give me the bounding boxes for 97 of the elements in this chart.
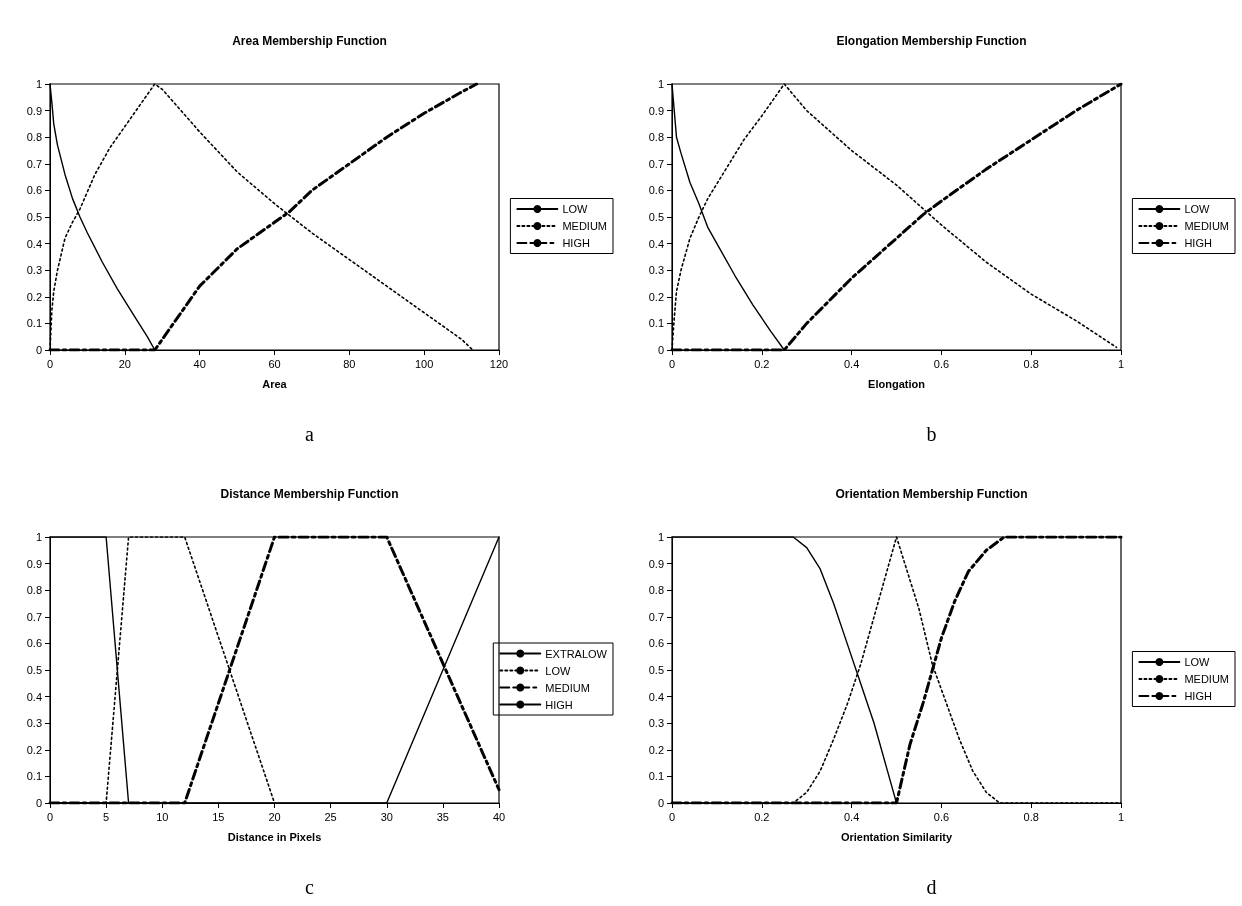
x-axis-title: Orientation Similarity — [840, 830, 953, 843]
y-tick-label: 0.7 — [648, 610, 664, 623]
x-tick-label: 1 — [1117, 810, 1125, 823]
y-tick-label: 0.3 — [26, 717, 42, 730]
chart-title: Elongation Membership Function — [836, 34, 1027, 48]
x-tick-label: 35 — [436, 810, 449, 823]
legend-label: HIGH — [545, 698, 573, 711]
y-tick-label: 0.3 — [648, 717, 664, 730]
x-tick-label: 80 — [343, 357, 356, 370]
legend-label: LOW — [1184, 203, 1211, 215]
y-tick-label: 1 — [35, 78, 42, 90]
y-tick-label: 0.9 — [26, 104, 42, 117]
legend-label: HIGH — [562, 237, 590, 249]
y-tick-label: 0.4 — [648, 237, 664, 250]
y-tick-label: 0.6 — [26, 637, 42, 650]
y-tick-label: 0.2 — [26, 290, 42, 303]
y-tick-label: 0.1 — [648, 770, 664, 783]
y-tick-label: 0.7 — [648, 157, 664, 170]
legend-label: MEDIUM — [1184, 673, 1229, 685]
legend-label: MEDIUM — [1184, 220, 1229, 232]
x-tick-label: 60 — [268, 357, 281, 370]
y-tick-label: 0.7 — [26, 610, 42, 623]
y-tick-label: 0.1 — [26, 770, 42, 783]
x-tick-label: 10 — [156, 810, 169, 823]
y-tick-label: 0 — [35, 344, 42, 356]
x-tick-label: 0.4 — [843, 357, 860, 370]
x-tick-label: 0.6 — [933, 357, 950, 370]
x-tick-label: 0.6 — [933, 810, 950, 823]
x-tick-label: 120 — [489, 357, 509, 370]
x-tick-label: 0.8 — [1023, 810, 1039, 823]
y-tick-label: 0.5 — [648, 664, 664, 676]
y-tick-label: 0.6 — [26, 184, 42, 197]
y-tick-label: 0.5 — [26, 211, 42, 223]
y-tick-label: 0.8 — [26, 584, 42, 597]
x-axis-title: Elongation — [868, 377, 926, 390]
x-tick-label: 20 — [118, 357, 131, 370]
y-tick-label: 0.7 — [26, 157, 42, 170]
y-tick-label: 0.4 — [26, 237, 42, 250]
x-tick-label: 40 — [492, 810, 506, 823]
x-tick-label: 40 — [193, 357, 206, 370]
text: b — [926, 423, 937, 445]
chart-title: Distance Membership Function — [220, 487, 399, 501]
y-tick-label: 0 — [35, 797, 42, 809]
x-tick-label: 0 — [46, 357, 54, 370]
y-tick-label: 0.5 — [648, 211, 664, 223]
y-tick-label: 0.6 — [648, 637, 664, 650]
legend-label: LOW — [562, 203, 589, 215]
x-tick-label: 1 — [1117, 357, 1125, 370]
y-tick-label: 0.4 — [26, 690, 42, 703]
x-tick-label: 0.2 — [754, 357, 770, 370]
y-tick-label: 0 — [657, 344, 664, 356]
legend-label: MEDIUM — [562, 220, 607, 232]
y-tick-label: 0.2 — [648, 743, 664, 756]
legend-label: HIGH — [1184, 690, 1212, 702]
y-tick-label: 0.6 — [648, 184, 664, 197]
y-tick-label: 1 — [657, 531, 664, 543]
x-tick-label: 20 — [268, 810, 281, 823]
y-tick-label: 0.1 — [26, 317, 42, 330]
y-tick-label: 1 — [35, 531, 42, 543]
x-tick-label: 0.4 — [843, 810, 860, 823]
y-tick-label: 0.5 — [26, 664, 42, 676]
y-tick-label: 0.2 — [26, 743, 42, 756]
legend-label: EXTRALOW — [545, 647, 608, 660]
y-tick-label: 0 — [657, 797, 664, 809]
x-tick-label: 0 — [668, 810, 676, 823]
x-axis-title: Distance in Pixels — [227, 830, 322, 843]
y-tick-label: 0.3 — [26, 264, 42, 277]
x-tick-label: 0 — [668, 357, 676, 370]
x-tick-label: 30 — [380, 810, 393, 823]
y-tick-label: 0.9 — [648, 557, 664, 570]
chart-title: Orientation Membership Function — [835, 487, 1028, 501]
y-tick-label: 0.2 — [648, 290, 664, 303]
y-tick-label: 0.8 — [648, 584, 664, 597]
text: d — [926, 876, 937, 898]
legend-label: LOW — [1184, 656, 1211, 668]
y-tick-label: 0.4 — [648, 690, 664, 703]
y-tick-label: 0.8 — [648, 131, 664, 144]
text: c — [305, 876, 315, 898]
x-tick-label: 0.8 — [1023, 357, 1039, 370]
legend-label: MEDIUM — [545, 681, 590, 694]
x-tick-label: 15 — [212, 810, 225, 823]
y-tick-label: 0.3 — [648, 264, 664, 277]
y-tick-label: 0.8 — [26, 131, 42, 144]
y-tick-label: 0.1 — [648, 317, 664, 330]
legend-label: HIGH — [1184, 237, 1212, 249]
legend-label: LOW — [545, 664, 571, 677]
y-tick-label: 0.9 — [648, 104, 664, 117]
y-tick-label: 0.9 — [26, 557, 42, 570]
x-tick-label: 100 — [414, 357, 434, 370]
x-tick-label: 5 — [103, 810, 110, 823]
x-tick-label: 25 — [324, 810, 337, 823]
y-tick-label: 1 — [657, 78, 664, 90]
x-axis-title: Area — [262, 377, 288, 390]
x-tick-label: 0 — [46, 810, 54, 823]
x-tick-label: 0.2 — [754, 810, 770, 823]
chart-title: Area Membership Function — [232, 34, 387, 48]
text: a — [305, 423, 315, 445]
